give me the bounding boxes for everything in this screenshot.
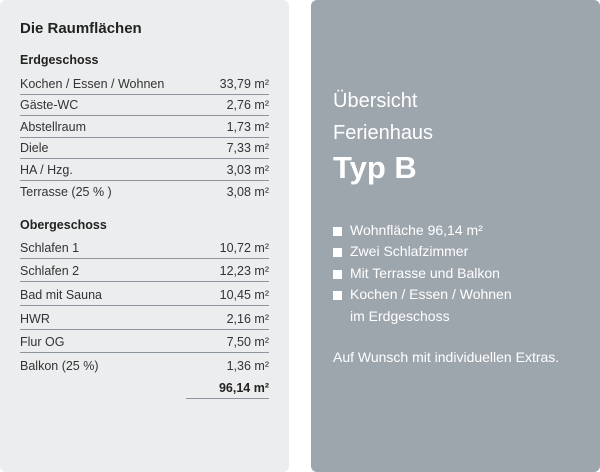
section-title-erdgeschoss: Erdgeschoss [20, 53, 99, 67]
table-row: Abstellraum 1,73 m² [20, 117, 269, 138]
room-area: 2,76 m² [226, 98, 269, 112]
total-area-value: 96,14 m² [218, 381, 269, 395]
room-area: 2,16 m² [226, 312, 269, 326]
table-row: Balkon (25 %) 1,36 m² [20, 355, 269, 376]
table-row: Diele 7,33 m² [20, 138, 269, 159]
bullet-square-icon [333, 227, 342, 236]
room-name: Gäste-WC [20, 98, 79, 112]
table-row: HA / Hzg. 3,03 m² [20, 160, 269, 181]
overview-panel: Übersicht Ferienhaus Typ B Wohnfläche 96… [311, 0, 600, 472]
bullet-square-icon [333, 291, 342, 300]
table-row: Schlafen 2 12,23 m² [20, 261, 269, 282]
room-area: 1,36 m² [226, 358, 269, 373]
room-name: Schlafen 1 [20, 241, 80, 255]
room-area: 10,45 m² [219, 288, 269, 302]
room-area: 1,73 m² [226, 120, 269, 134]
section-title-obergeschoss: Obergeschoss [20, 218, 107, 232]
feature-item: Mit Terrasse und Balkon [333, 265, 500, 281]
table-row: Terrasse (25 % ) 3,08 m² [20, 181, 269, 202]
heading-type: Typ B [333, 150, 417, 185]
feature-text: Zwei Schlafzimmer [350, 243, 469, 259]
room-area: 10,72 m² [219, 241, 269, 255]
feature-item: Zwei Schlafzimmer [333, 243, 468, 259]
total-area: 96,14 m² [186, 378, 269, 399]
room-area: 3,03 m² [226, 163, 269, 177]
room-name: Terrasse (25 % ) [20, 184, 112, 199]
feature-continuation: im Erdgeschoss [350, 308, 450, 324]
table-row: Flur OG 7,50 m² [20, 332, 269, 353]
table-row: Bad mit Sauna 10,45 m² [20, 285, 269, 306]
room-name: Diele [20, 141, 49, 155]
table-row: Schlafen 1 10,72 m² [20, 238, 269, 259]
room-name: Schlafen 2 [20, 264, 80, 278]
table-row: Kochen / Essen / Wohnen 33,79 m² [20, 74, 269, 95]
extras-note: Auf Wunsch mit individuellen Extras. [333, 349, 560, 365]
heading-line-2: Ferienhaus [333, 122, 434, 144]
table-row: HWR 2,16 m² [20, 309, 269, 330]
room-name: Abstellraum [20, 120, 86, 134]
feature-text: Mit Terrasse und Balkon [350, 265, 500, 281]
room-area: 12,23 m² [219, 264, 269, 278]
room-name: Bad mit Sauna [20, 288, 102, 302]
heading-line-1: Übersicht [333, 90, 418, 112]
room-name: Balkon (25 %) [20, 358, 99, 373]
room-area: 7,50 m² [226, 335, 269, 349]
panel-title: Die Raumflächen [20, 20, 142, 37]
room-name: Kochen / Essen / Wohnen [20, 77, 165, 91]
room-area: 3,08 m² [226, 184, 269, 199]
feature-text: Wohnfläche 96,14 m² [350, 222, 483, 238]
room-area: 7,33 m² [226, 141, 269, 155]
room-name: HWR [20, 312, 50, 326]
table-row: Gäste-WC 2,76 m² [20, 95, 269, 116]
feature-item: Wohnfläche 96,14 m² [333, 222, 483, 238]
room-area: 33,79 m² [219, 77, 269, 91]
room-name: Flur OG [20, 335, 65, 349]
room-areas-panel: Die Raumflächen Erdgeschoss Kochen / Ess… [0, 0, 289, 472]
bullet-square-icon [333, 270, 342, 279]
feature-item: Kochen / Essen / Wohnen [333, 286, 512, 302]
room-name: HA / Hzg. [20, 163, 73, 177]
bullet-square-icon [333, 248, 342, 257]
feature-text: Kochen / Essen / Wohnen [350, 286, 512, 302]
